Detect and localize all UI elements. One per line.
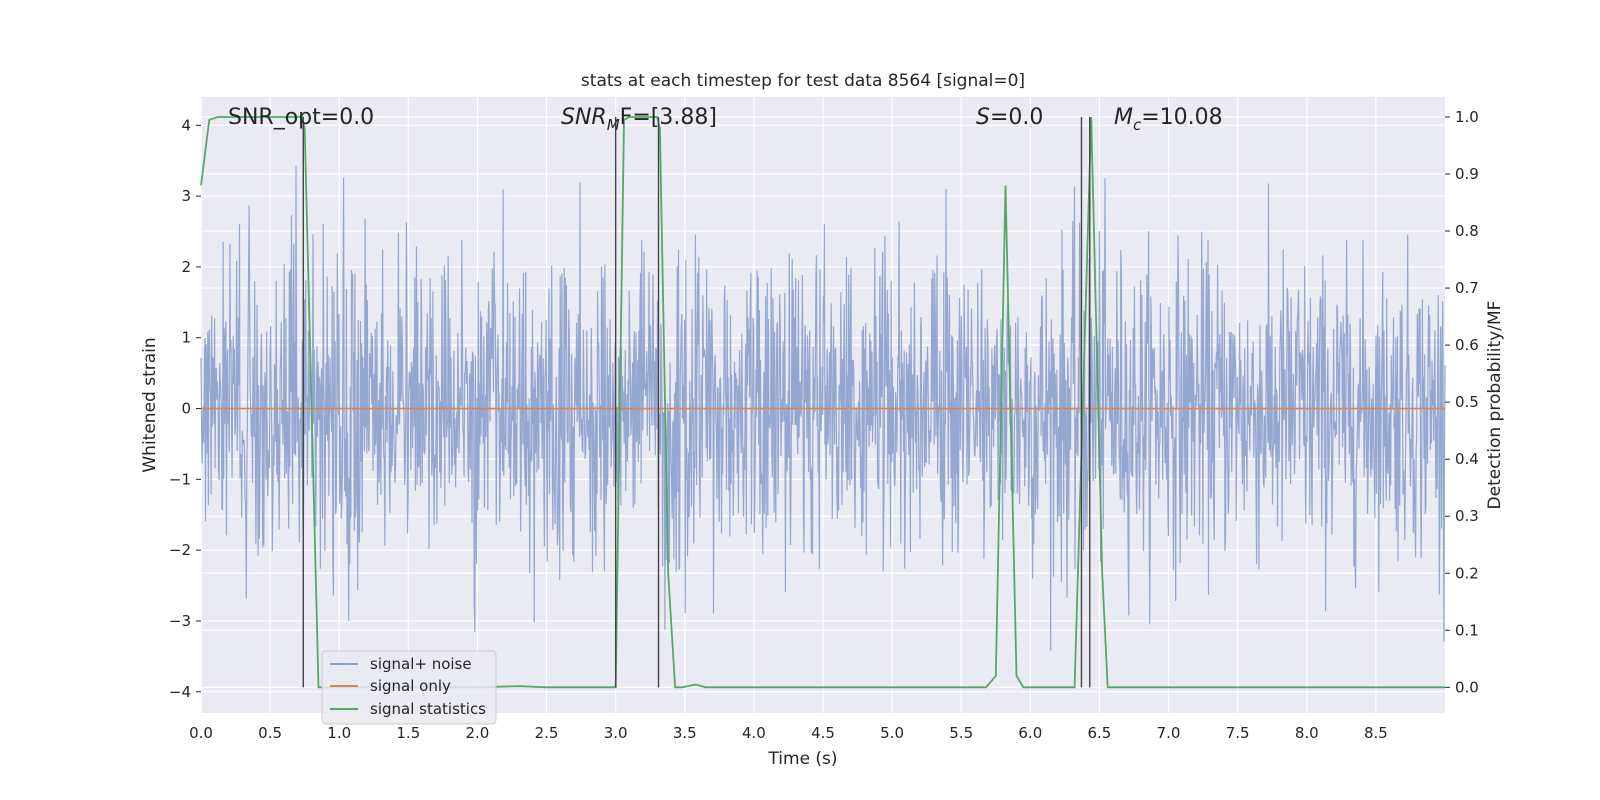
legend-box [321, 650, 497, 725]
x-tick-labels: 0.0 0.5 1.0 1.5 2.0 2.5 3.0 3.5 4.0 4.5 5.0 5.5 6.0 6… [189, 724, 1388, 742]
series-signal-plus-noise [200, 165, 1446, 651]
y-tick-label-left: −3 [169, 612, 191, 630]
y-tick-label-right: 0.0 [1455, 678, 1479, 696]
left-y-axis-label: Whitened strain [140, 337, 160, 472]
y-tick-label-right: 0.2 [1455, 564, 1479, 582]
x-tick-label: 1.0 [327, 724, 351, 742]
y-tick-label-right: 1.0 [1455, 108, 1479, 126]
y-tick-label-right: 0.3 [1455, 507, 1479, 525]
right-y-axis-label: Detection probability/MF [1485, 301, 1505, 510]
x-axis-label: Time (s) [767, 749, 837, 769]
right-y-tick-labels: 0.0 0.1 0.2 0.3 0.4 0.5 0.6 0.7 0.8 0.9 1.0 [1445, 108, 1479, 696]
x-tick-label: 8.0 [1295, 724, 1319, 742]
y-tick-label-right: 0.5 [1455, 393, 1479, 411]
annotation-snr-mf-rest: F=[3.88] [620, 105, 717, 130]
line-signal-plus-noise [200, 165, 1446, 651]
x-tick-label: 7.0 [1157, 724, 1181, 742]
annotation-s-main: S [976, 105, 990, 130]
legend-label-signal-only: signal only [370, 677, 451, 695]
y-tick-label-left: −2 [169, 541, 191, 559]
x-tick-label: 2.0 [466, 724, 490, 742]
y-tick-label-right: 0.8 [1455, 222, 1479, 240]
annotation-snr-opt: SNR_opt=0.0 [228, 105, 374, 130]
annotation-s-rest: =0.0 [990, 105, 1043, 130]
left-y-tick-labels: −4 −3 −2 −1 0 1 2 3 4 [169, 116, 201, 701]
annotation-mc-main: M [1114, 105, 1133, 130]
x-tick-label: 3.0 [604, 724, 628, 742]
y-tick-label-left: 3 [181, 187, 191, 205]
y-tick-label-left: −1 [169, 470, 191, 488]
x-tick-label: 0.5 [258, 724, 282, 742]
x-tick-label: 1.5 [396, 724, 420, 742]
annotation-s: S=0.0 [976, 105, 1043, 130]
annotation-snr-mf-sub: M [607, 116, 620, 134]
legend-label-signal-statistics: signal statistics [370, 700, 486, 718]
y-tick-label-left: 2 [181, 258, 191, 276]
x-tick-label: 6.5 [1088, 724, 1112, 742]
x-tick-label: 6.0 [1018, 724, 1042, 742]
x-tick-label: 4.5 [811, 724, 835, 742]
y-tick-label-right: 0.6 [1455, 336, 1479, 354]
y-tick-label-left: −4 [169, 683, 191, 701]
y-tick-label-right: 0.1 [1455, 621, 1479, 639]
x-tick-label: 2.5 [535, 724, 559, 742]
series-signal-statistics [200, 116, 1445, 689]
y-tick-label-right: 0.7 [1455, 279, 1479, 297]
legend-label-signal-plus-noise: signal+ noise [370, 655, 472, 673]
y-tick-label-right: 0.4 [1455, 450, 1479, 468]
vertical-markers [302, 116, 1091, 688]
x-tick-label: 5.0 [880, 724, 904, 742]
chart-title: stats at each timestep for test data 856… [581, 71, 1025, 91]
annotation-snr-mf-main: SNR [561, 105, 607, 130]
x-tick-label: 5.5 [949, 724, 973, 742]
x-tick-label: 8.5 [1364, 724, 1388, 742]
x-tick-label: 4.0 [742, 724, 766, 742]
x-tick-label: 0.0 [189, 724, 213, 742]
y-tick-label-left: 0 [181, 400, 191, 418]
line-signal-statistics [200, 116, 1445, 689]
legend: signal+ noise signal only signal statist… [321, 650, 497, 725]
annotation-mc: Mc=10.08 [1114, 105, 1223, 134]
annotation-mc-rest: =10.08 [1141, 105, 1222, 130]
y-tick-label-right: 0.9 [1455, 165, 1479, 183]
annotation-snr-mf: SNRMF=[3.88] [561, 105, 717, 134]
y-tick-label-left: 1 [181, 329, 191, 347]
x-tick-label: 7.5 [1226, 724, 1250, 742]
x-tick-label: 3.5 [673, 724, 697, 742]
annotation-mc-sub: c [1133, 116, 1142, 134]
y-tick-label-left: 4 [181, 116, 191, 134]
